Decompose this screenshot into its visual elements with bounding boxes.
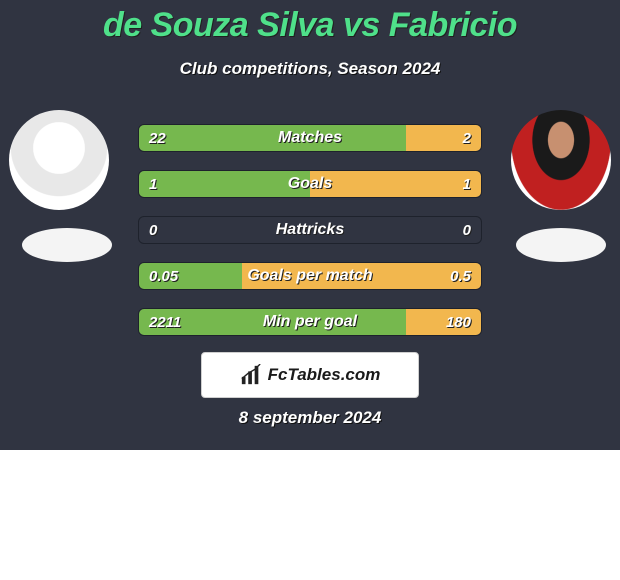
stat-value-right: 0 bbox=[453, 217, 481, 243]
stat-value-right: 2 bbox=[453, 125, 481, 151]
stat-value-left: 0 bbox=[139, 217, 167, 243]
source-logo-text: FcTables.com bbox=[268, 365, 381, 385]
player-left-block bbox=[4, 110, 114, 262]
player-right-team-badge bbox=[516, 228, 606, 262]
stat-value-left: 2211 bbox=[139, 309, 191, 335]
stat-row: Goals per match0.05 0.5 bbox=[138, 262, 482, 290]
stat-row: Min per goal2211180 bbox=[138, 308, 482, 336]
stat-row: Hattricks0 0 bbox=[138, 216, 482, 244]
source-logo-box: FcTables.com bbox=[201, 352, 419, 398]
player-left-team-badge bbox=[22, 228, 112, 262]
stat-label: Goals per match bbox=[139, 263, 481, 289]
date-text: 8 september 2024 bbox=[0, 408, 620, 428]
subtitle: Club competitions, Season 2024 bbox=[0, 59, 620, 79]
stat-value-right: 1 bbox=[453, 171, 481, 197]
player-right-block bbox=[506, 110, 616, 262]
stat-value-left: 1 bbox=[139, 171, 167, 197]
stat-label: Matches bbox=[139, 125, 481, 151]
stat-row: Goals1 1 bbox=[138, 170, 482, 198]
page-title: de Souza Silva vs Fabricio bbox=[0, 0, 620, 45]
stat-row: Matches222 bbox=[138, 124, 482, 152]
stat-bars: Matches222Goals11Hattricks00Goals per ma… bbox=[138, 124, 482, 354]
stat-value-right: 180 bbox=[436, 309, 481, 335]
stat-label: Goals bbox=[139, 171, 481, 197]
comparison-card: de Souza Silva vs Fabricio Club competit… bbox=[0, 0, 620, 450]
bar-chart-icon bbox=[240, 364, 262, 386]
stat-label: Hattricks bbox=[139, 217, 481, 243]
stat-value-right: 0.5 bbox=[440, 263, 481, 289]
stat-value-left: 22 bbox=[139, 125, 176, 151]
player-right-avatar bbox=[511, 110, 611, 210]
stat-value-left: 0.05 bbox=[139, 263, 188, 289]
player-left-avatar bbox=[9, 110, 109, 210]
